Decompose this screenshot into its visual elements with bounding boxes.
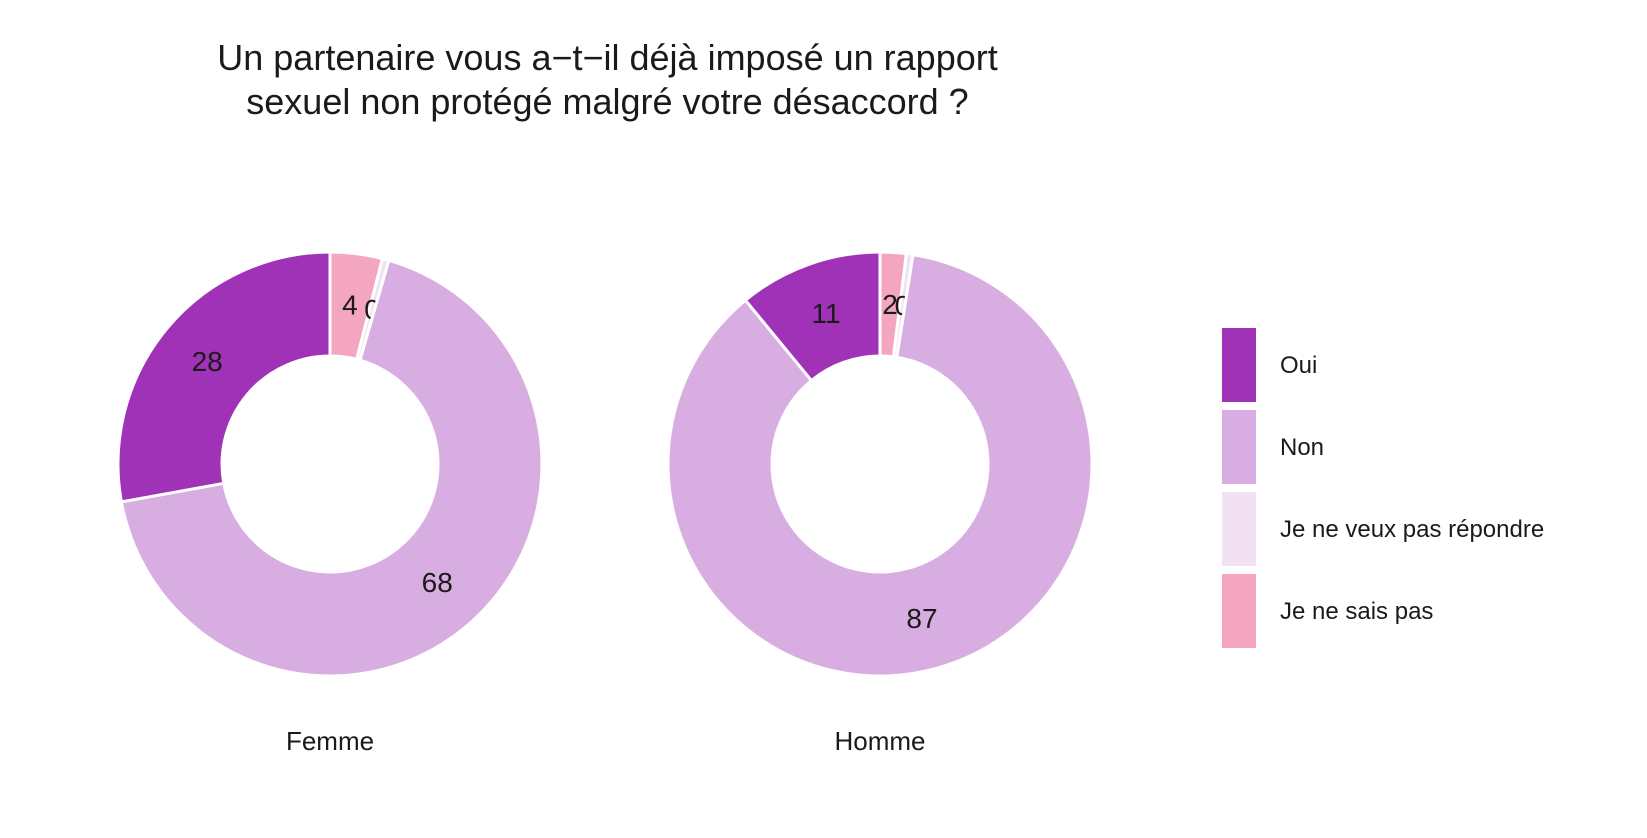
slice-femme-oui xyxy=(116,250,332,504)
facet-label-homme: Homme xyxy=(834,726,925,756)
legend-swatch-oui xyxy=(1222,328,1256,402)
legend-label-non: Non xyxy=(1280,434,1325,461)
slice-femme-non xyxy=(119,258,544,678)
data-label-homme-je-ne-sais-pas: 2 xyxy=(882,289,898,320)
slice-homme-oui xyxy=(743,250,882,383)
legend-label-je-ne-veux-pas-repondre: Je ne veux pas répondre xyxy=(1280,516,1545,543)
data-label-femme-je-ne-sais-pas: 4 xyxy=(342,290,358,321)
legend-label-oui: Oui xyxy=(1280,352,1318,379)
legend-swatch-non xyxy=(1222,410,1256,484)
legend-label-je-ne-sais-pas: Je ne sais pas xyxy=(1280,598,1434,625)
legend-swatch-je-ne-veux-pas-repondre xyxy=(1222,492,1256,566)
chart-title-line2: sexuel non protégé malgré votre désaccor… xyxy=(246,81,969,122)
data-label-homme-non: 87 xyxy=(906,603,937,634)
data-label-homme-oui: 11 xyxy=(812,298,841,329)
slice-homme-non xyxy=(666,252,1094,678)
facet-label-femme: Femme xyxy=(286,726,374,756)
data-label-femme-non: 68 xyxy=(422,567,453,598)
data-label-femme-oui: 28 xyxy=(192,346,223,377)
legend-swatch-je-ne-sais-pas xyxy=(1222,574,1256,648)
chart-title-line1: Un partenaire vous a−t−il déjà imposé un… xyxy=(217,37,998,78)
chart-title: Un partenaire vous a−t−il déjà imposé un… xyxy=(100,36,1115,124)
